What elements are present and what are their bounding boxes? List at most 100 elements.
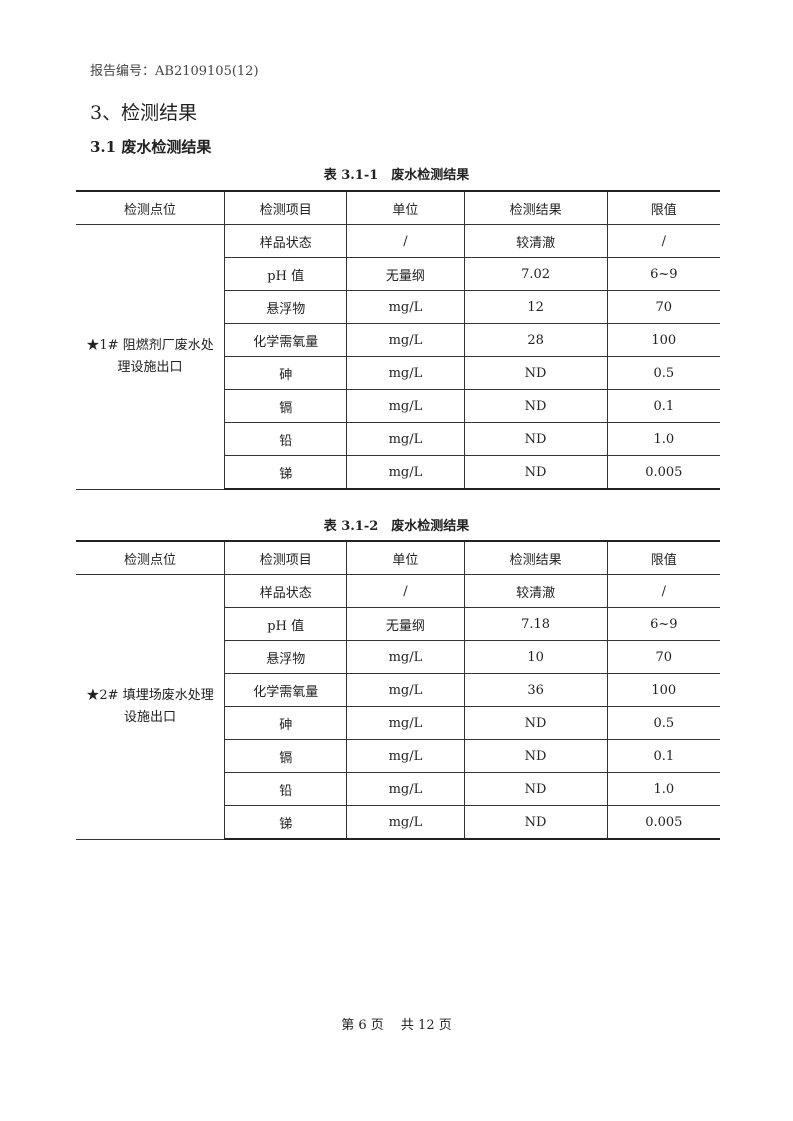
table-cell: mg/L xyxy=(346,805,465,840)
table-1-caption: 表 3.1-1 废水检测结果 xyxy=(323,168,470,183)
table-cell: 较清澈 xyxy=(463,224,608,258)
column-header: 检测点位 xyxy=(76,540,226,575)
table-row: ★1# 阻燃剂厂废水处理设施出口 样品状态 / 较清澈 / xyxy=(76,224,720,490)
table-cell: 无量纲 xyxy=(346,257,465,291)
table-cell: ND xyxy=(463,422,608,456)
table-cell: 70 xyxy=(606,290,720,324)
table-cell: 化学需氧量 xyxy=(224,323,348,357)
table-cell: 化学需氧量 xyxy=(224,673,348,707)
table-cell: 样品状态 xyxy=(224,574,348,608)
header-row: 检测点位 检测项目 单位 检测结果 限值 xyxy=(76,190,720,225)
table-cell: ND xyxy=(463,739,608,773)
table-row: pH 值无量纲 7.18 6~9 xyxy=(76,607,720,641)
table-cell: 7.18 xyxy=(463,607,608,641)
section-title: 3、检测结果 xyxy=(90,102,198,124)
table-cell: mg/L xyxy=(346,422,465,456)
site-cell: ★2# 填埋场废水处理设施出口 xyxy=(76,574,226,840)
table-cell: 0.1 xyxy=(606,739,720,773)
table-row: 化学需氧量 mg/L 28 100 xyxy=(76,323,720,357)
table-cell: 6~9 xyxy=(606,257,720,291)
subsection-title: 3.1 废水检测结果 xyxy=(90,138,212,156)
table-row: 悬浮物 mg/L 12 70 xyxy=(76,290,720,324)
table-cell: mg/L xyxy=(346,706,465,740)
table-cell: mg/L xyxy=(346,455,465,490)
table-row: ★2# 填埋场废水处理设施出口 样品状态 / 较清澈 / xyxy=(76,574,720,840)
column-header: 检测项目 xyxy=(224,190,348,225)
table-cell: ND xyxy=(463,356,608,390)
table-cell: 6~9 xyxy=(606,607,720,641)
table-cell: 0.5 xyxy=(606,706,720,740)
table-2-caption: 表 3.1-2 废水检测结果 xyxy=(323,519,470,534)
column-header: 限值 xyxy=(606,190,720,225)
table-cell: mg/L xyxy=(346,290,465,324)
table-cell: 12 xyxy=(463,290,608,324)
table-row: 化学需氧量 mg/L 36 100 xyxy=(76,673,720,707)
column-header: 限值 xyxy=(606,540,720,575)
table-cell: 铅 xyxy=(224,422,348,456)
column-header: 单位 xyxy=(346,540,465,575)
table-row: 镉 mg/L ND 0.1 xyxy=(76,739,720,773)
table-cell: / xyxy=(346,224,465,258)
table-row: 镉 mg/L ND 0.1 xyxy=(76,389,720,423)
table-cell: mg/L xyxy=(346,739,465,773)
table-cell: mg/L xyxy=(346,640,465,674)
table-cell: 1.0 xyxy=(606,772,720,806)
table-cell: mg/L xyxy=(346,389,465,423)
results-table-2: 检测点位 检测项目 单位 检测结果 限值 ★2# 填埋场废水处理设施出口 样品状态 / 较清澈 /… xyxy=(76,540,720,840)
table-cell: ND xyxy=(463,389,608,423)
column-header: 检测结果 xyxy=(463,190,608,225)
table-cell: pH 值 xyxy=(224,257,348,291)
table-cell: 镉 xyxy=(224,389,348,423)
table-cell: / xyxy=(606,224,720,258)
column-header: 单位 xyxy=(346,190,465,225)
table-cell: 铅 xyxy=(224,772,348,806)
report-number: 报告编号：AB2109105(12) xyxy=(90,64,259,79)
table-cell: 锑 xyxy=(224,805,348,840)
column-header: 检测项目 xyxy=(224,540,348,575)
table-cell: pH 值 xyxy=(224,607,348,641)
header-row: 检测点位 检测项目 单位 检测结果 限值 xyxy=(76,540,720,575)
table-cell: ND xyxy=(463,805,608,840)
table-cell: mg/L xyxy=(346,673,465,707)
table-row: 铅 mg/L ND 1.0 xyxy=(76,422,720,456)
column-header: 检测结果 xyxy=(463,540,608,575)
table-row: 锑 mg/L ND 0.005 xyxy=(76,455,720,490)
table-cell: 0.005 xyxy=(606,455,720,490)
table-cell: 10 xyxy=(463,640,608,674)
page-footer: 第 6 页 共 12 页 xyxy=(341,1018,452,1033)
table-cell: 1.0 xyxy=(606,422,720,456)
table-cell: 100 xyxy=(606,323,720,357)
table-cell: 锑 xyxy=(224,455,348,490)
table-cell: 70 xyxy=(606,640,720,674)
table-cell: 0.1 xyxy=(606,389,720,423)
table-cell: ND xyxy=(463,706,608,740)
table-cell: 砷 xyxy=(224,356,348,390)
table-cell: mg/L xyxy=(346,772,465,806)
table-cell: 样品状态 xyxy=(224,224,348,258)
table-cell: / xyxy=(346,574,465,608)
table-cell: 砷 xyxy=(224,706,348,740)
table-row: 锑 mg/L ND 0.005 xyxy=(76,805,720,840)
table-cell: / xyxy=(606,574,720,608)
table-cell: mg/L xyxy=(346,356,465,390)
table-cell: 镉 xyxy=(224,739,348,773)
table-cell: 100 xyxy=(606,673,720,707)
table-cell: 悬浮物 xyxy=(224,290,348,324)
table-cell: ND xyxy=(463,772,608,806)
table-cell: 7.02 xyxy=(463,257,608,291)
table-cell: 0.005 xyxy=(606,805,720,840)
table-cell: 36 xyxy=(463,673,608,707)
site-cell: ★1# 阻燃剂厂废水处理设施出口 xyxy=(76,224,226,490)
table-cell: 悬浮物 xyxy=(224,640,348,674)
column-header: 检测点位 xyxy=(76,190,226,225)
table-cell: 28 xyxy=(463,323,608,357)
table-row: 铅 mg/L ND 1.0 xyxy=(76,772,720,806)
table-cell: 0.5 xyxy=(606,356,720,390)
table-cell: 较清澈 xyxy=(463,574,608,608)
table-cell: ND xyxy=(463,455,608,490)
table-cell: mg/L xyxy=(346,323,465,357)
table-row: 砷 mg/L ND 0.5 xyxy=(76,356,720,390)
table-cell: 无量纲 xyxy=(346,607,465,641)
results-table-1: 检测点位 检测项目 单位 检测结果 限值 ★1# 阻燃剂厂废水处理设施出口 样品状态 / 较清澈… xyxy=(76,190,720,490)
